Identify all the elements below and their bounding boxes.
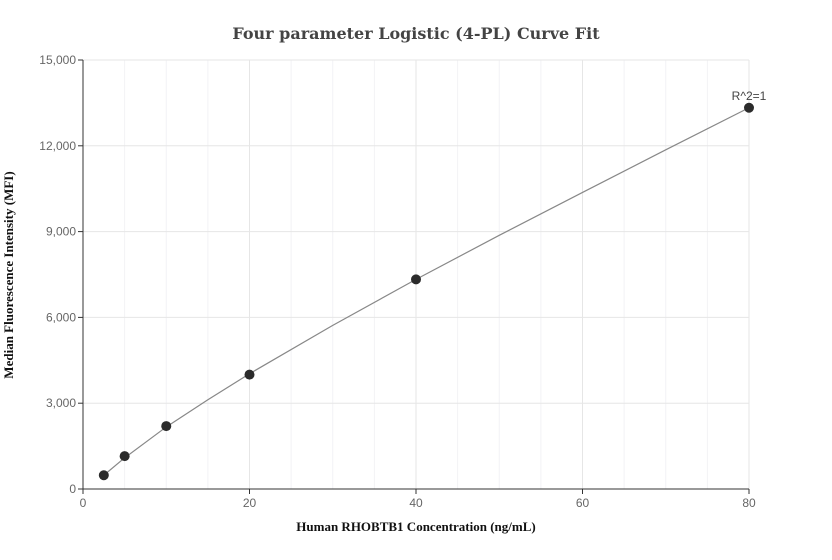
data-point — [161, 421, 172, 432]
x-tick-label: 40 — [409, 496, 423, 510]
fit-curve — [103, 107, 750, 476]
data-points — [98, 102, 754, 481]
y-tick-label: 9,000 — [46, 225, 76, 239]
data-point — [98, 470, 109, 481]
y-tick-label: 3,000 — [46, 396, 76, 410]
y-tick-label: 6,000 — [46, 310, 76, 324]
x-tick-label: 60 — [576, 496, 590, 510]
data-point — [411, 274, 421, 285]
x-tick-label: 20 — [243, 496, 257, 510]
fit-curve-group — [103, 107, 750, 476]
minor-gridlines — [124, 60, 708, 489]
chart-title: Four parameter Logistic (4-PL) Curve Fit — [232, 24, 600, 43]
y-tick-label: 15,000 — [39, 53, 76, 67]
data-point — [244, 369, 255, 380]
data-point — [119, 451, 130, 462]
r-squared-annotation: R^2=1 — [732, 89, 767, 103]
ticks: 0 20 40 60 80 0 3,000 6,000 9,000 12,000 15,000 — [39, 53, 756, 510]
x-axis-title: Human RHOBTB1 Concentration (ng/mL) — [296, 519, 535, 534]
x-tick-label: 0 — [80, 496, 87, 510]
y-tick-label: 0 — [69, 482, 76, 496]
y-axis-title: Median Fluorescence Intensity (MFI) — [1, 171, 16, 378]
data-point — [744, 102, 754, 113]
y-tick-label: 12,000 — [39, 139, 76, 153]
x-tick-label: 80 — [742, 496, 756, 510]
